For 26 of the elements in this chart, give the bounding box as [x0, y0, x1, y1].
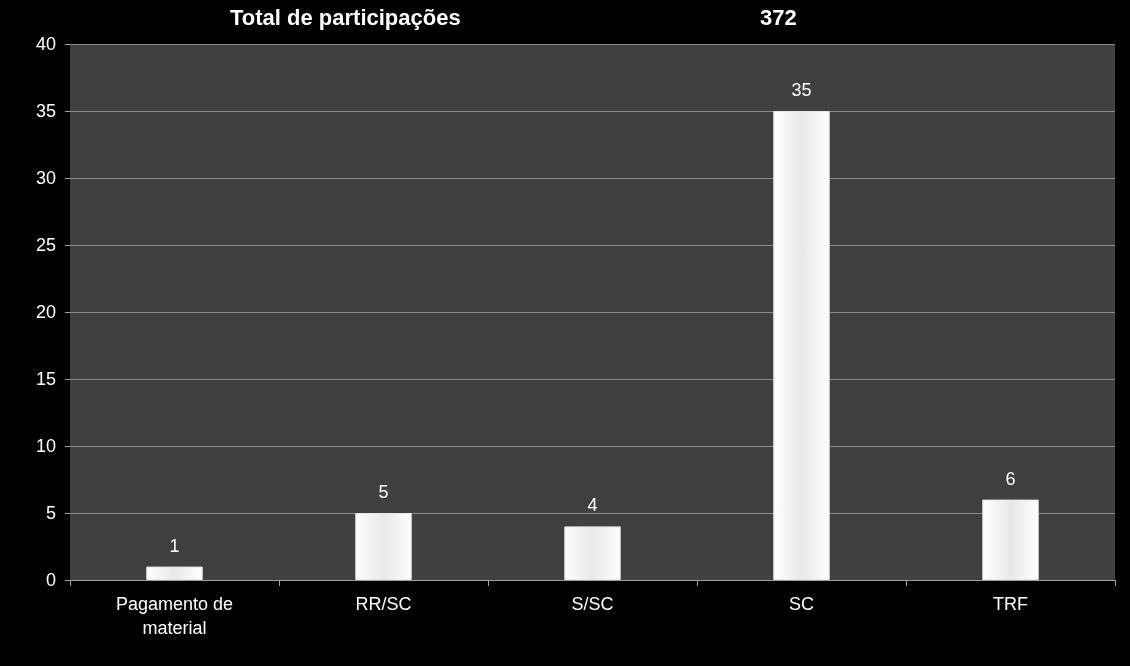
bar	[982, 499, 1039, 580]
bar	[355, 513, 412, 580]
data-label: 35	[791, 80, 812, 100]
text: 372	[760, 4, 797, 30]
x-tick-label: RR/SC	[355, 594, 412, 614]
y-tick-label: 30	[35, 168, 56, 188]
y-tick-label: 40	[35, 34, 56, 54]
y-tick-label: 10	[35, 436, 56, 456]
data-label: 6	[1005, 468, 1016, 489]
x-tick-label: SC	[788, 594, 815, 614]
bar	[146, 566, 203, 580]
x-tick-label: S/SC	[571, 594, 614, 614]
y-tick-label: 5	[45, 503, 56, 523]
x-tick-label: Pagamento de material	[115, 594, 234, 638]
bar	[564, 526, 621, 580]
data-label: 1	[169, 535, 180, 556]
bar	[773, 111, 830, 580]
y-tick-label: 35	[35, 101, 56, 121]
text: Total de participações	[230, 4, 461, 30]
y-tick-label: 20	[35, 302, 56, 322]
data-label: 5	[378, 482, 389, 502]
y-tick-label: 15	[35, 369, 56, 389]
y-tick-label: 25	[35, 235, 56, 255]
x-tick-label: TRF	[993, 594, 1028, 614]
data-label: 4	[587, 495, 598, 516]
y-tick-label: 0	[45, 570, 56, 590]
